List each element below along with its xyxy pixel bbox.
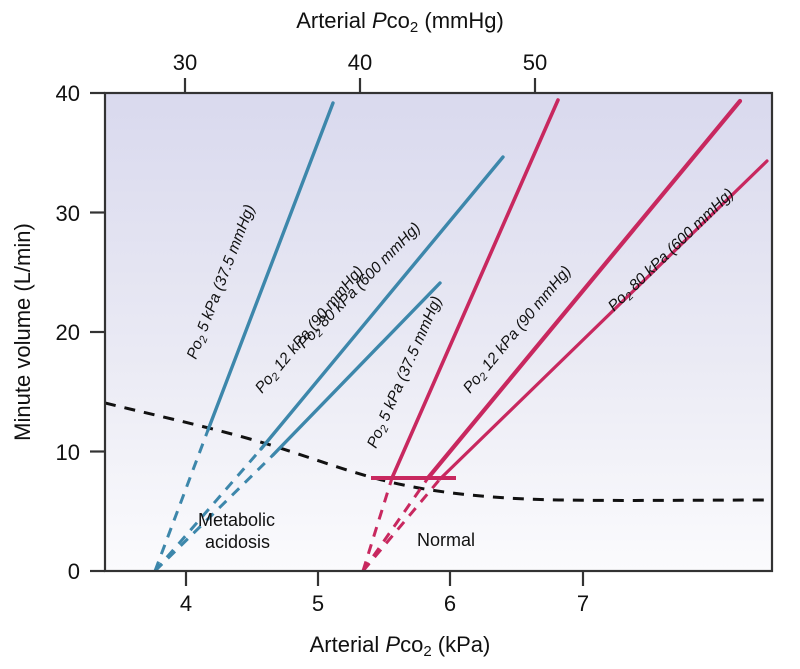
bottom-tick-label-6: 6 bbox=[444, 591, 456, 616]
blue-dashed-3 bbox=[153, 453, 275, 571]
bottom-tick-label-5: 5 bbox=[312, 591, 324, 616]
red-dashed-1 bbox=[361, 477, 394, 571]
bottom-axis-title: Arterial Pco2 (kPa) bbox=[310, 632, 491, 660]
top-axis-title: Arterial Pco2 (mmHg) bbox=[296, 8, 504, 36]
top-axis-title-subpre: co bbox=[387, 8, 410, 33]
blue-solid-po2-5kpa bbox=[206, 101, 335, 432]
bottom-axis-title-italic: P bbox=[385, 632, 400, 657]
blue-solid-po2-80kpa bbox=[271, 281, 442, 457]
bottom-tick-label-4: 4 bbox=[180, 591, 192, 616]
red-solid-po2-5kpa bbox=[390, 98, 560, 480]
y-tick-label-10: 10 bbox=[56, 440, 80, 465]
y-axis-ticks bbox=[90, 91, 105, 573]
y-tick-label-30: 30 bbox=[56, 201, 80, 226]
red-dashed-2 bbox=[361, 477, 430, 571]
y-axis-title: Minute volume (L/min) bbox=[10, 223, 35, 441]
red-solid-po2-80kpa bbox=[438, 159, 769, 481]
annotation-metabolic-acidosis-line2: acidosis bbox=[205, 532, 270, 552]
bottom-axis-title-post: (kPa) bbox=[432, 632, 491, 657]
bottom-axis-title-subpre: co bbox=[400, 632, 423, 657]
top-axis-title-post: (mmHg) bbox=[418, 8, 504, 33]
bottom-axis-title-sub: 2 bbox=[423, 643, 431, 660]
bottom-axis-ticks bbox=[184, 571, 585, 586]
top-axis-title-italic: P bbox=[372, 8, 387, 33]
red-solid-po2-12kpa bbox=[425, 98, 743, 481]
red-dashed-3 bbox=[361, 478, 442, 571]
top-axis-title-pre: Arterial bbox=[296, 8, 372, 33]
top-axis-ticks bbox=[183, 78, 537, 93]
annotation-metabolic-acidosis-line1: Metabolic bbox=[198, 510, 275, 530]
blue-solid-po2-12kpa bbox=[259, 155, 505, 451]
y-tick-label-0: 0 bbox=[68, 559, 80, 584]
top-tick-label-40: 40 bbox=[348, 50, 372, 75]
y-tick-label-20: 20 bbox=[56, 320, 80, 345]
annotation-normal: Normal bbox=[417, 530, 475, 550]
top-tick-label-50: 50 bbox=[523, 50, 547, 75]
top-axis-title-sub: 2 bbox=[410, 19, 418, 36]
blue-dashed-2 bbox=[153, 448, 263, 571]
top-tick-label-30: 30 bbox=[173, 50, 197, 75]
plot-border bbox=[103, 91, 774, 573]
blue-dashed-1 bbox=[153, 429, 210, 571]
bottom-tick-label-7: 7 bbox=[577, 591, 589, 616]
bottom-axis-title-pre: Arterial bbox=[310, 632, 386, 657]
y-tick-label-40: 40 bbox=[56, 81, 80, 106]
